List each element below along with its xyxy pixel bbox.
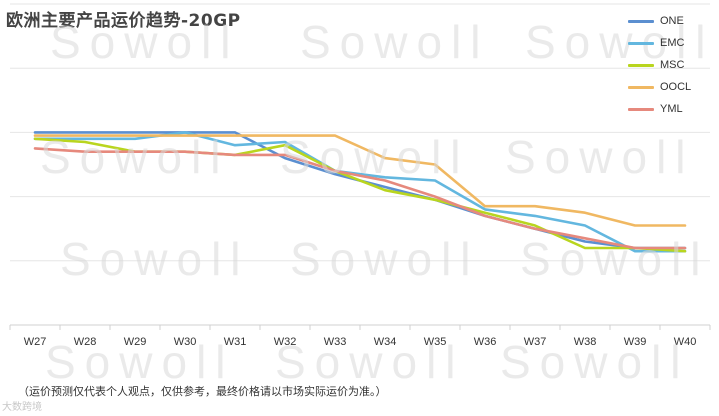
legend: ONE EMC MSC OOCL YML [628, 10, 691, 120]
legend-swatch [628, 85, 654, 89]
legend-label: ONE [660, 15, 684, 27]
legend-label: MSC [660, 59, 685, 71]
legend-item-yml[interactable]: YML [628, 98, 691, 120]
series-line-msc[interactable] [33, 137, 687, 253]
legend-swatch [628, 63, 654, 67]
legend-item-emc[interactable]: EMC [628, 32, 691, 54]
series-line-one[interactable] [33, 131, 687, 250]
legend-swatch [628, 41, 654, 45]
series-line-emc[interactable] [33, 131, 687, 253]
x-tick-label: W34 [374, 336, 397, 348]
source-badge: 大数跨境 [2, 402, 42, 413]
legend-item-one[interactable]: ONE [628, 10, 691, 32]
series-line-yml[interactable] [33, 147, 687, 250]
legend-label: OOCL [660, 81, 692, 93]
series-lines [33, 131, 687, 253]
legend-swatch [628, 107, 654, 111]
legend-swatch [628, 19, 654, 23]
legend-item-msc[interactable]: MSC [628, 54, 691, 76]
legend-label: EMC [660, 37, 685, 49]
x-tick-label: W36 [474, 336, 497, 348]
chart-title: 欧洲主要产品运价趋势-20GP [6, 11, 241, 31]
x-tick-label: W37 [524, 336, 547, 348]
x-tick-label: W38 [574, 336, 597, 348]
x-tick-label: W33 [324, 336, 347, 348]
x-tick-label: W31 [224, 336, 247, 348]
legend-item-oocl[interactable]: OOCL [628, 76, 691, 98]
x-tick-label: W28 [74, 336, 97, 348]
grid-lines [9, 3, 711, 330]
series-line-oocl[interactable] [33, 134, 687, 227]
x-tick-label: W29 [124, 336, 147, 348]
x-tick-label: W35 [424, 336, 447, 348]
x-tick-label: W32 [274, 336, 297, 348]
footnote: （运价预测仅代表个人观点，仅供参考，最终价格请以市场实际运价为准。） [18, 385, 387, 398]
legend-label: YML [660, 103, 683, 115]
x-tick-label: W27 [24, 336, 47, 348]
x-tick-label: W40 [674, 336, 697, 348]
x-tick-label: W39 [624, 336, 647, 348]
x-axis-ticks: W27 W28 W29 W30 W31 W32 W33 W34 W35 W36 W37 W38 W39 W… [24, 336, 697, 348]
x-tick-label: W30 [174, 336, 197, 348]
